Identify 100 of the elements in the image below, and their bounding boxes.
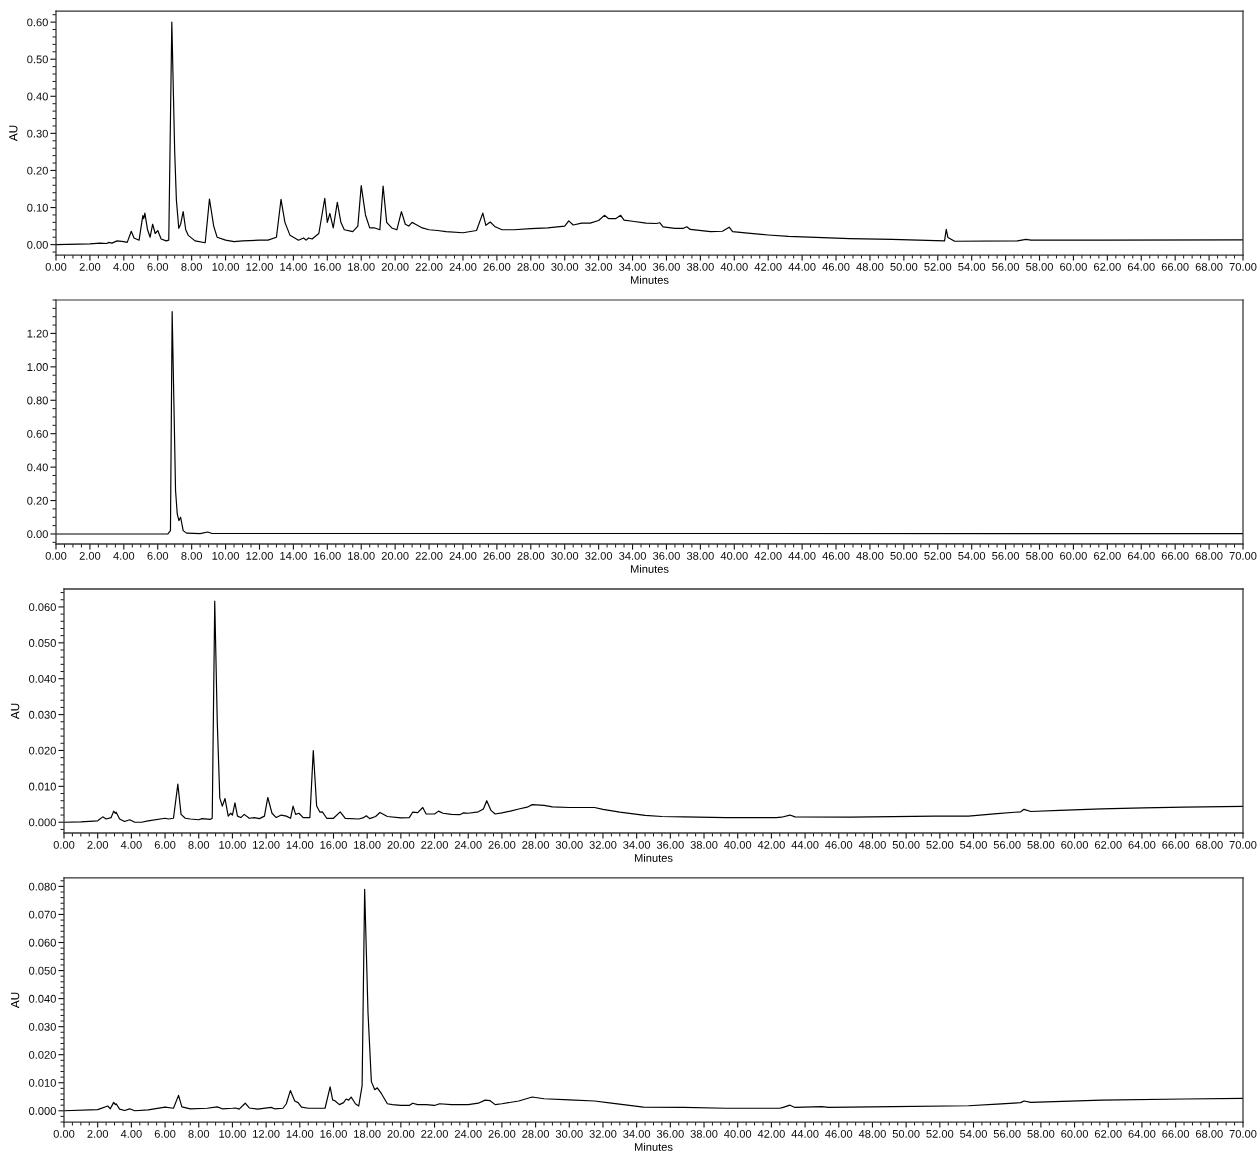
x-tick-label: 32.00 (589, 840, 617, 849)
x-tick-label: 6.00 (154, 1129, 176, 1138)
x-tick-label: 48.00 (858, 1129, 886, 1138)
x-tick-label: 16.00 (314, 551, 341, 560)
line-series (56, 21, 1243, 246)
x-tick-label: 46.00 (822, 551, 850, 560)
x-tick-label: 12.00 (246, 551, 273, 560)
x-tick-label: 30.00 (555, 840, 583, 849)
x-tick-label: 32.00 (585, 551, 613, 560)
x-tick-label: 64.00 (1128, 840, 1156, 849)
y-tick-label: 0.20 (27, 496, 48, 505)
x-tick-label: 28.00 (522, 840, 550, 849)
y-tick-label: 0.000 (28, 1107, 56, 1115)
y-tick-label: 0.020 (28, 1050, 56, 1059)
x-tick-label: 2.00 (87, 840, 109, 849)
x-tick-label: 38.00 (690, 840, 718, 849)
y-tick-label: 0.030 (28, 710, 56, 719)
x-tick-label: 6.00 (147, 551, 169, 560)
x-tick-label: 30.00 (551, 262, 579, 271)
x-tick-label: 14.00 (280, 262, 307, 271)
y-tick-label: 0.060 (28, 938, 56, 947)
x-tick-label: 6.00 (154, 840, 176, 849)
x-tick-label: 18.00 (348, 262, 375, 271)
x-tick-label: 38.00 (686, 551, 714, 560)
x-tick-label: 38.00 (690, 1129, 718, 1138)
y-tick-label: 0.00 (27, 240, 48, 249)
x-tick-label: 62.00 (1094, 551, 1121, 560)
x-tick-label: 28.00 (517, 551, 545, 560)
x-axis-title: Minutes (630, 275, 669, 284)
x-tick-label: 22.00 (415, 262, 443, 271)
x-tick-label: 8.00 (181, 551, 203, 560)
x-tick-label: 60.00 (1061, 1129, 1089, 1138)
x-axis-title: Minutes (630, 564, 669, 573)
x-tick-label: 18.00 (354, 1129, 381, 1138)
x-tick-label: 58.00 (1027, 1129, 1055, 1138)
x-tick-label: 34.00 (619, 262, 647, 271)
x-tick-label: 56.00 (992, 551, 1020, 560)
x-tick-label: 44.00 (791, 1129, 819, 1138)
x-axis-title: Minutes (634, 1142, 673, 1151)
x-tick-label: 36.00 (652, 551, 680, 560)
y-tick-label: 0.060 (28, 603, 56, 612)
x-tick-label: 66.00 (1161, 262, 1189, 271)
y-tick-label: 0.20 (27, 166, 48, 175)
x-tick-label: 60.00 (1060, 551, 1087, 560)
y-tick-label: 0.010 (28, 1079, 56, 1087)
x-tick-label: 8.00 (188, 1129, 210, 1138)
x-tick-label: 20.00 (387, 840, 415, 849)
x-tick-label: 20.00 (387, 1129, 415, 1138)
x-tick-label: 8.00 (188, 840, 210, 849)
x-tick-label: 16.00 (314, 262, 341, 271)
x-tick-label: 48.00 (856, 262, 884, 271)
x-tick-label: 12.00 (253, 840, 280, 849)
x-tick-label: 60.00 (1061, 840, 1089, 849)
x-tick-label: 10.00 (212, 551, 240, 560)
x-tick-label: 12.00 (246, 262, 273, 271)
y-tick-label: 0.040 (28, 994, 56, 1003)
x-tick-label: 40.00 (720, 262, 748, 271)
x-tick-label: 10.00 (219, 1129, 246, 1138)
x-tick-label: 12.00 (253, 1129, 280, 1138)
x-tick-label: 52.00 (924, 262, 952, 271)
y-tick-label: 0.40 (27, 92, 48, 101)
x-tick-label: 38.00 (686, 262, 714, 271)
x-tick-label: 36.00 (656, 840, 684, 849)
y-tick-label: 0.040 (28, 674, 56, 683)
x-tick-label: 0.00 (53, 1129, 75, 1138)
y-tick-label: 0.60 (27, 429, 48, 438)
x-tick-label: 64.00 (1127, 551, 1155, 560)
x-tick-label: 44.00 (788, 551, 816, 560)
x-tick-label: 46.00 (825, 1129, 853, 1138)
x-tick-label: 4.00 (113, 262, 135, 271)
x-tick-label: 42.00 (757, 1129, 785, 1138)
x-tick-label: 40.00 (724, 1129, 752, 1138)
x-tick-label: 36.00 (656, 1129, 684, 1138)
x-tick-label: 32.00 (589, 1129, 617, 1138)
x-tick-label: 30.00 (551, 551, 579, 560)
x-tick-label: 26.00 (488, 840, 516, 849)
x-tick-label: 62.00 (1094, 1129, 1122, 1138)
x-tick-label: 46.00 (822, 262, 850, 271)
x-tick-label: 10.00 (212, 262, 240, 271)
x-tick-label: 14.00 (286, 1129, 314, 1138)
x-tick-label: 68.00 (1195, 1129, 1223, 1138)
x-tick-label: 56.00 (992, 262, 1020, 271)
y-tick-label: 0.60 (27, 18, 48, 27)
x-tick-label: 26.00 (483, 551, 511, 560)
x-tick-label: 50.00 (892, 840, 920, 849)
y-tick-label: 1.00 (27, 363, 48, 371)
x-tick-label: 26.00 (483, 262, 511, 271)
y-tick-label: 0.020 (28, 746, 56, 755)
y-axis-title: AU (11, 992, 20, 1009)
x-tick-label: 20.00 (381, 551, 409, 560)
x-tick-label: 66.00 (1161, 551, 1189, 560)
y-tick-label: 0.30 (27, 129, 48, 138)
x-tick-label: 2.00 (79, 551, 101, 560)
x-tick-label: 14.00 (286, 840, 314, 849)
x-tick-label: 54.00 (958, 262, 986, 271)
x-tick-label: 62.00 (1094, 840, 1122, 849)
x-tick-label: 24.00 (449, 551, 477, 560)
x-tick-label: 2.00 (87, 1129, 109, 1138)
x-tick-label: 58.00 (1027, 840, 1055, 849)
x-tick-label: 54.00 (958, 551, 986, 560)
